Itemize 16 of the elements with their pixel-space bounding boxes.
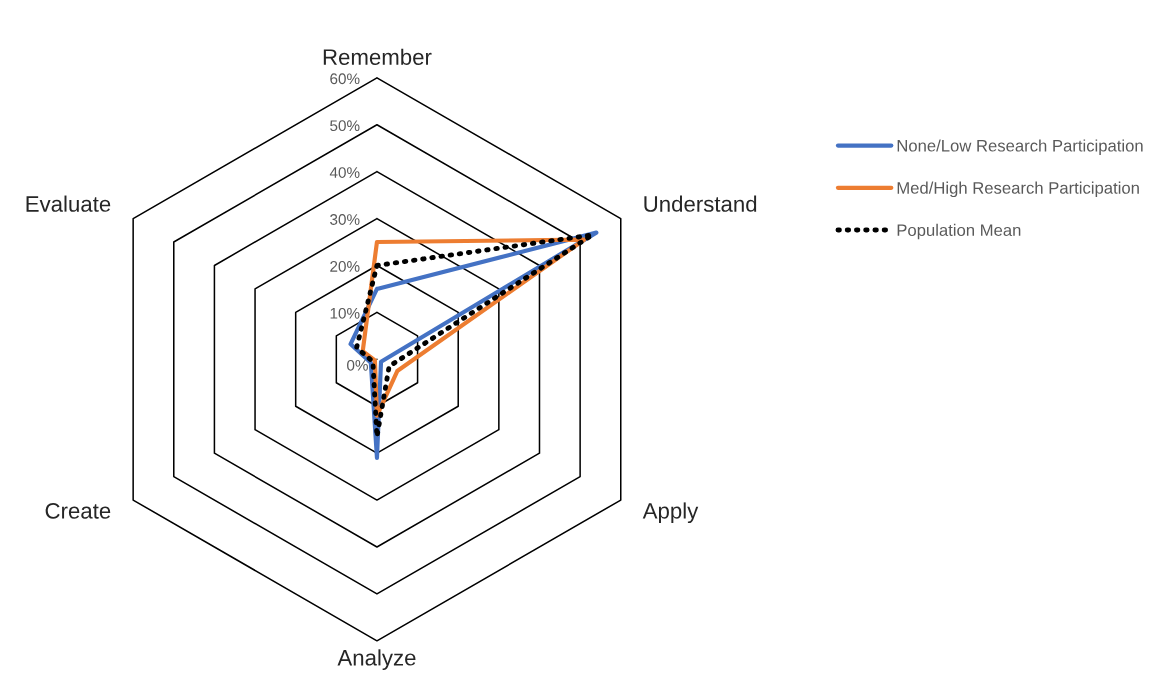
legend-label: None/Low Research Participation: [897, 139, 1143, 155]
spoke-label: Remember: [323, 48, 432, 65]
spoke-label: Create: [45, 502, 111, 519]
spoke-label: Analyze: [337, 649, 416, 670]
y-tick-label: 10%: [330, 307, 360, 319]
y-tick-label: 60%: [330, 73, 360, 85]
y-tick-label: 40%: [329, 167, 360, 178]
spoke-label: Evaluate: [26, 195, 111, 212]
y-tick-label: 50%: [330, 120, 360, 132]
y-tick-label: 0%: [347, 359, 368, 371]
spoke-label: Apply: [642, 502, 699, 524]
legend-label: Med/High Research Participation: [897, 181, 1139, 198]
y-tick-label: 30%: [330, 214, 360, 225]
y-tick-label: 20%: [330, 261, 360, 272]
legend-label: Population Mean: [897, 223, 1021, 240]
spoke-label: Understand: [644, 195, 757, 212]
